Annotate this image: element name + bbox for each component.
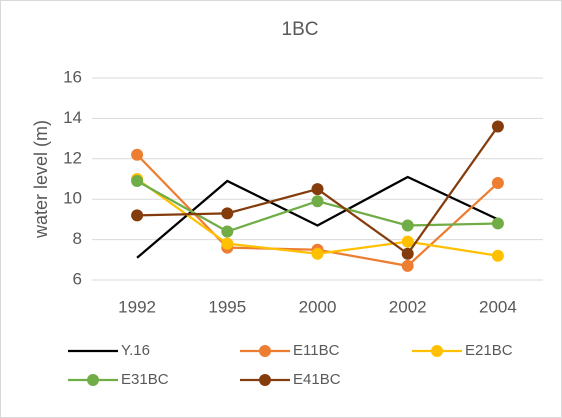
legend-label: E11BC [293, 342, 340, 359]
chart-title: 1BC [282, 19, 319, 40]
point-marker [491, 249, 504, 262]
point-marker [221, 237, 234, 250]
point-marker [401, 259, 414, 272]
point-marker [221, 207, 234, 220]
legend-marker [87, 374, 99, 386]
x-tick-label: 1995 [208, 297, 246, 316]
point-marker [131, 148, 144, 161]
legend-marker [259, 374, 271, 386]
point-marker [491, 177, 504, 190]
legend-label: Y.16 [121, 342, 150, 359]
legend-marker [431, 345, 443, 357]
y-tick-label: 6 [73, 269, 82, 288]
x-tick-label: 2004 [479, 297, 517, 316]
legend-label: E41BC [293, 371, 341, 388]
point-marker [401, 219, 414, 232]
y-tick-label: 10 [63, 189, 82, 208]
point-marker [311, 183, 324, 196]
x-tick-label: 2002 [389, 297, 427, 316]
series-line [136, 175, 499, 259]
y-tick-label: 8 [73, 229, 82, 248]
y-tick-label: 12 [63, 148, 82, 167]
y-tick-label: 16 [63, 67, 82, 86]
point-marker [491, 217, 504, 230]
legend-label: E21BC [465, 342, 513, 359]
point-marker [491, 120, 504, 133]
point-marker [311, 195, 324, 208]
point-marker [131, 209, 144, 222]
legend-marker [259, 345, 271, 357]
point-marker [311, 247, 324, 260]
point-marker [401, 235, 414, 248]
y-tick-label: 14 [63, 108, 82, 127]
point-marker [401, 247, 414, 260]
x-tick-label: 2000 [299, 297, 337, 316]
point-marker [131, 175, 144, 188]
x-tick-label: 1992 [118, 297, 156, 316]
y-axis-label: water level (m) [31, 120, 51, 239]
point-marker [221, 225, 234, 238]
legend-label: E31BC [121, 371, 169, 388]
